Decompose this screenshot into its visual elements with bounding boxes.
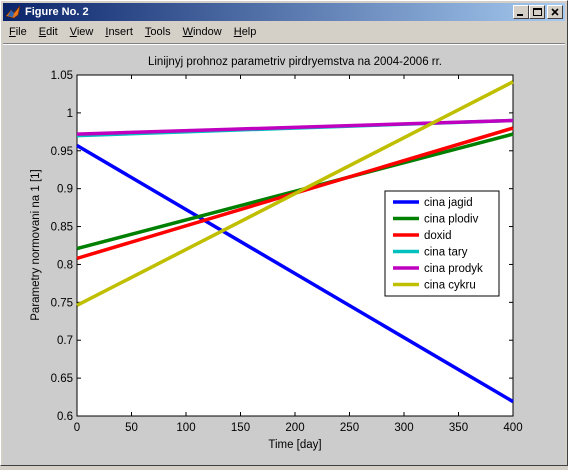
menu-edit[interactable]: Edit [38,26,58,38]
legend-label: cina jagid [424,197,473,209]
legend-label: cina plodiv [424,214,479,226]
x-tick-label: 300 [394,422,413,434]
maximize-icon [533,8,542,16]
y-tick-label: 0.65 [51,373,73,385]
y-tick-label: 0.8 [57,259,73,271]
x-tick-label: 350 [449,422,468,434]
matlab-logo-icon [5,5,21,19]
close-icon [551,8,559,16]
window-title: Figure No. 2 [25,6,89,18]
series-line-2 [76,132,514,251]
chart-title: Linijnyj prohnoz parametriv pirdryemstva… [148,56,442,68]
x-tick-label: 400 [503,422,522,434]
menu-view[interactable]: View [69,26,94,38]
title-bar[interactable]: Figure No. 2 [3,3,565,21]
x-tick-label: 200 [285,422,304,434]
minimize-button[interactable] [513,5,529,19]
series-lines [76,80,514,404]
figure-canvas: Linijnyj prohnoz parametriv pirdryemstva… [3,45,565,465]
maximize-button[interactable] [529,5,545,19]
y-tick-label: 1 [67,108,73,120]
y-tick-label: 0.85 [51,222,73,234]
x-tick-label: 100 [176,422,195,434]
legend-label: doxid [424,230,452,242]
series-line-1 [76,143,514,404]
x-axis-label: Time [day] [268,439,321,451]
line-chart: Linijnyj prohnoz parametriv pirdryemstva… [30,56,523,451]
legend: cina jagid cina plodiv doxid cina tary cina … [384,190,500,297]
menu-bar: File Edit View Insert Tools Window Help [3,23,565,42]
y-tick-label: 0.7 [57,335,73,347]
close-button[interactable] [547,5,563,19]
legend-label: cina prodyk [424,263,483,275]
y-tick-label: 0.95 [51,146,73,158]
y-tick-label: 1.05 [51,70,73,82]
x-tick-label: 50 [125,422,138,434]
y-tick-label: 0.9 [57,184,73,196]
y-axis-label: Parametry normovani na 1 [1] [30,169,42,321]
legend-box [384,190,500,297]
menu-help[interactable]: Help [233,26,257,38]
x-tick-label: 250 [340,422,359,434]
minimize-icon [517,14,523,16]
y-tick-label: 0.6 [57,411,73,423]
legend-label: cina tary [424,247,468,259]
caption-buttons [513,5,563,19]
menu-separator [3,43,565,45]
series-line-5 [76,118,514,136]
series-line-6 [76,80,514,307]
menu-tools[interactable]: Tools [144,26,171,38]
x-tick-label: 0 [74,422,80,434]
x-tick-label: 150 [231,422,250,434]
axis-ticks: 0 50 100 150 200 250 300 350 400 0.6 0.65 0.7 0.75 0.… [51,70,523,434]
menu-window[interactable]: Window [182,26,222,38]
menu-file[interactable]: File [9,26,27,38]
legend-label: cina cykru [424,280,476,292]
y-tick-label: 0.75 [51,297,73,309]
menu-insert[interactable]: Insert [105,26,133,38]
